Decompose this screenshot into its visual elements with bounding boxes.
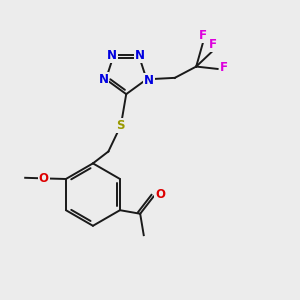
- Text: F: F: [220, 61, 228, 74]
- Text: N: N: [107, 49, 117, 62]
- Text: N: N: [98, 73, 109, 86]
- Text: F: F: [208, 38, 217, 51]
- Text: O: O: [155, 188, 165, 201]
- Text: N: N: [144, 74, 154, 87]
- Text: O: O: [39, 172, 49, 185]
- Text: S: S: [117, 119, 125, 132]
- Text: F: F: [199, 29, 207, 42]
- Text: N: N: [135, 49, 145, 62]
